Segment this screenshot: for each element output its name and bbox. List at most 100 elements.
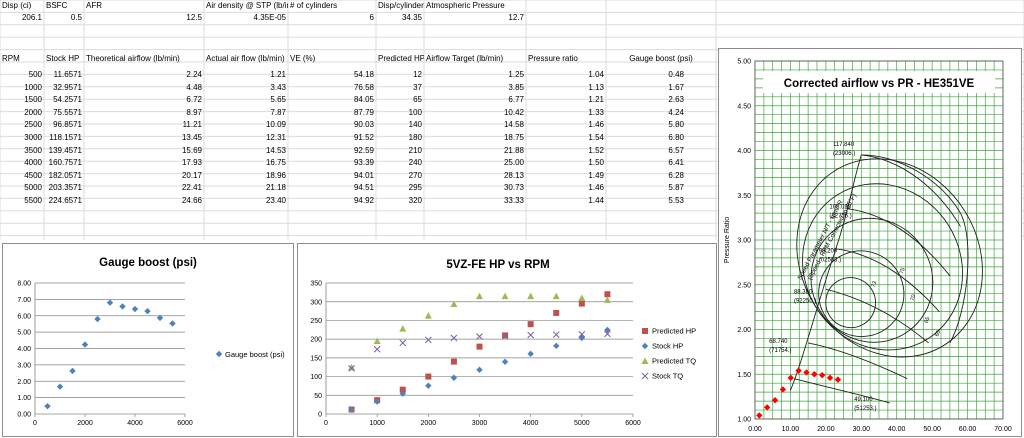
- table-cell: 21.18: [265, 183, 286, 193]
- header-label: Disp/cylinder: [378, 1, 424, 10]
- data-point: [553, 342, 560, 350]
- table-cell: 11.6571: [53, 70, 82, 79]
- data-point: [527, 350, 534, 358]
- x-tick-label: 3000: [472, 420, 488, 427]
- table-cell: 6.28: [668, 170, 684, 180]
- table-cell: 1.44: [588, 196, 604, 205]
- table-cell: 1.21: [270, 70, 286, 79]
- data-point: [69, 367, 76, 375]
- data-point: [578, 334, 586, 342]
- table-cell: 30.73: [503, 183, 524, 193]
- table-cell: 2000: [24, 107, 42, 117]
- y-tick-label: 4.50: [737, 103, 751, 110]
- legend-label: Predicted HP: [652, 327, 696, 336]
- data-point: [424, 336, 432, 344]
- data-point: [399, 339, 407, 347]
- y-tick-label: 3.00: [17, 362, 31, 369]
- table-cell: 5500: [24, 196, 42, 205]
- table-cell: 96.8571: [53, 120, 82, 130]
- data-point: [604, 291, 611, 298]
- header-label: Atmospheric Pressure: [426, 1, 505, 10]
- speed-label: (51253.): [854, 406, 876, 412]
- data-point: [501, 358, 509, 366]
- hp-vs-rpm-chart[interactable]: 5VZ-FE HP vs RPM 0 50 100 150 200 250 300 350 0 10…: [297, 243, 717, 437]
- table-cell: 28.13: [503, 170, 524, 180]
- x-tick-label: 30.00: [853, 426, 871, 433]
- table-cell: 320: [408, 196, 422, 205]
- table-cell: 6.77: [508, 95, 524, 105]
- y-tick-label: 0.00: [17, 412, 31, 419]
- x-tick-label: 6000: [625, 420, 641, 427]
- header-value: 4.35E-05: [253, 13, 286, 22]
- table-cell: 3.43: [270, 82, 286, 92]
- data-point: [424, 312, 432, 319]
- x-tick-label: 10.00: [782, 426, 800, 433]
- data-point: [131, 305, 139, 313]
- table-cell: 139.4571: [48, 145, 82, 155]
- table-cell: 18.75: [503, 133, 524, 142]
- x-tick-label: 0: [324, 420, 328, 427]
- table-cell: 92.59: [353, 145, 374, 155]
- table-cell: 6.57: [668, 145, 684, 155]
- legend-marker: [642, 328, 648, 334]
- table-cell: 0.48: [668, 70, 684, 79]
- header-label: # of cylinders: [290, 1, 338, 10]
- table-cell: 6.72: [186, 95, 202, 105]
- data-point: [81, 341, 89, 348]
- y-tick-label: 5.00: [737, 59, 751, 66]
- data-point: [818, 371, 826, 379]
- table-cell: 65: [413, 95, 422, 105]
- data-point: [527, 292, 535, 300]
- y-tick-label: 350: [310, 281, 322, 288]
- data-point: [803, 369, 810, 376]
- header-value: 34.35: [401, 13, 422, 22]
- table-cell: 1.13: [588, 82, 604, 92]
- table-cell: 14.53: [265, 145, 286, 155]
- data-point: [106, 299, 114, 306]
- y-axis-label: Pressure Ratio: [724, 217, 731, 263]
- legend-label: Predicted TQ: [652, 357, 696, 366]
- data-point: [94, 315, 101, 323]
- table-cell: 22.41: [181, 183, 202, 193]
- header-label: Air density @ STP (lb/in: [206, 1, 288, 10]
- data-point: [476, 343, 483, 350]
- header-value: 206.1: [21, 13, 42, 22]
- x-tick-label: 0: [33, 420, 37, 427]
- data-point: [476, 292, 483, 300]
- data-point: [578, 300, 585, 307]
- y-tick-label: 2.00: [737, 327, 751, 334]
- data-point: [450, 334, 458, 342]
- y-tick-label: 4.00: [737, 148, 751, 155]
- table-cell: 4000: [24, 158, 42, 168]
- table-cell: 8.97: [186, 107, 202, 117]
- data-point: [399, 325, 407, 332]
- y-tick-label: 2.00: [17, 379, 31, 386]
- data-point: [527, 321, 534, 328]
- compressor-map-chart[interactable]: 1.00 1.50 2.00 2.50 3.00 3.50 4.00 4.50 5.00 0.00…: [718, 48, 1022, 437]
- column-header: Actual air flow (lb/min): [206, 54, 285, 63]
- data-point: [373, 345, 381, 353]
- data-point: [450, 300, 458, 307]
- data-point: [604, 330, 611, 338]
- header-value: 12.5: [186, 13, 202, 22]
- speed-label: 68.740: [769, 339, 788, 345]
- gauge-boost-chart[interactable]: Gauge boost (psi) 0.00 1.00 2.00 3.00 4.00 5.0…: [2, 243, 294, 437]
- table-cell: 6.80: [668, 133, 684, 142]
- compressor-map-lines: [790, 154, 983, 404]
- y-tick-label: 3.00: [737, 238, 751, 245]
- table-cell: 1.49: [588, 170, 604, 180]
- y-tick-label: 50: [314, 393, 322, 400]
- data-point: [348, 364, 355, 372]
- column-header: Stock HP: [46, 54, 80, 63]
- data-point: [425, 373, 432, 380]
- x-tick-label: 60.00: [959, 426, 977, 433]
- legend-label: Stock TQ: [652, 372, 683, 381]
- table-cell: 1.46: [588, 120, 604, 130]
- x-tick-label: 4000: [523, 420, 539, 427]
- data-point: [501, 292, 509, 300]
- x-tick-label: 1000: [369, 420, 385, 427]
- x-tick-label: 5000: [574, 420, 590, 427]
- table-cell: 54.18: [353, 70, 374, 79]
- y-tick-label: 6.00: [17, 313, 31, 320]
- table-cell: 203.3571: [48, 183, 82, 193]
